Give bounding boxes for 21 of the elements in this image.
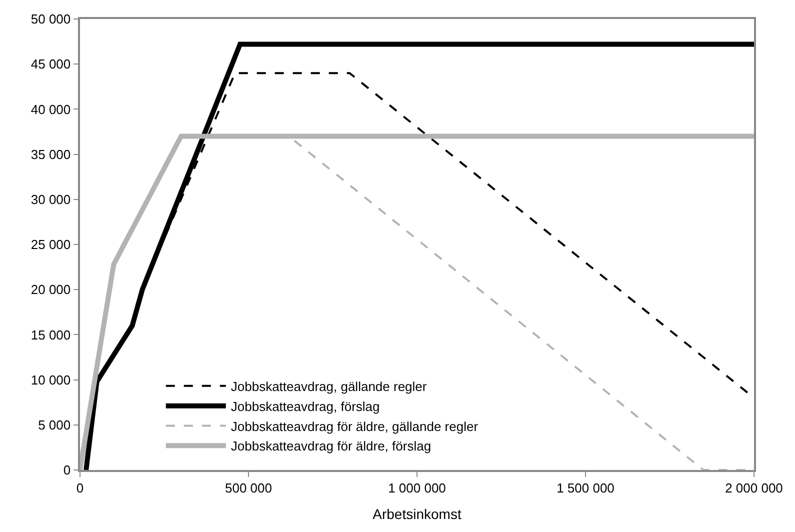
y-tick-label: 5 000 — [38, 417, 71, 432]
legend-label: Jobbskatteavdrag, gällande regler — [230, 379, 428, 394]
x-tick-label: 0 — [76, 480, 84, 496]
y-tick-label: 40 000 — [30, 102, 71, 117]
legend-label: Jobbskatteavdrag, förslag — [230, 398, 380, 414]
legend-label: Jobbskatteavdrag för äldre, gällande regler — [230, 418, 479, 434]
y-tick-label: 20 000 — [30, 282, 71, 298]
y-tick-label: 45 000 — [30, 56, 71, 72]
x-tick-label: 2 000 000 — [725, 480, 783, 496]
y-tick-label: 50 000 — [30, 12, 71, 27]
x-tick-label: 1 000 000 — [388, 480, 446, 496]
y-tick-label: 25 000 — [30, 237, 71, 252]
y-tick-label: 35 000 — [30, 146, 71, 162]
y-tick-label: 0 — [63, 462, 71, 478]
x-axis-title: Arbetsinkomst — [372, 506, 462, 522]
y-tick-label: 15 000 — [30, 327, 71, 342]
x-tick-label: 1 500 000 — [556, 480, 614, 496]
legend-label: Jobbskatteavdrag för äldre, förslag — [230, 438, 432, 454]
y-tick-label: 10 000 — [30, 372, 71, 388]
x-tick-label: 500 000 — [225, 480, 272, 496]
y-tick-label: 30 000 — [30, 192, 71, 207]
